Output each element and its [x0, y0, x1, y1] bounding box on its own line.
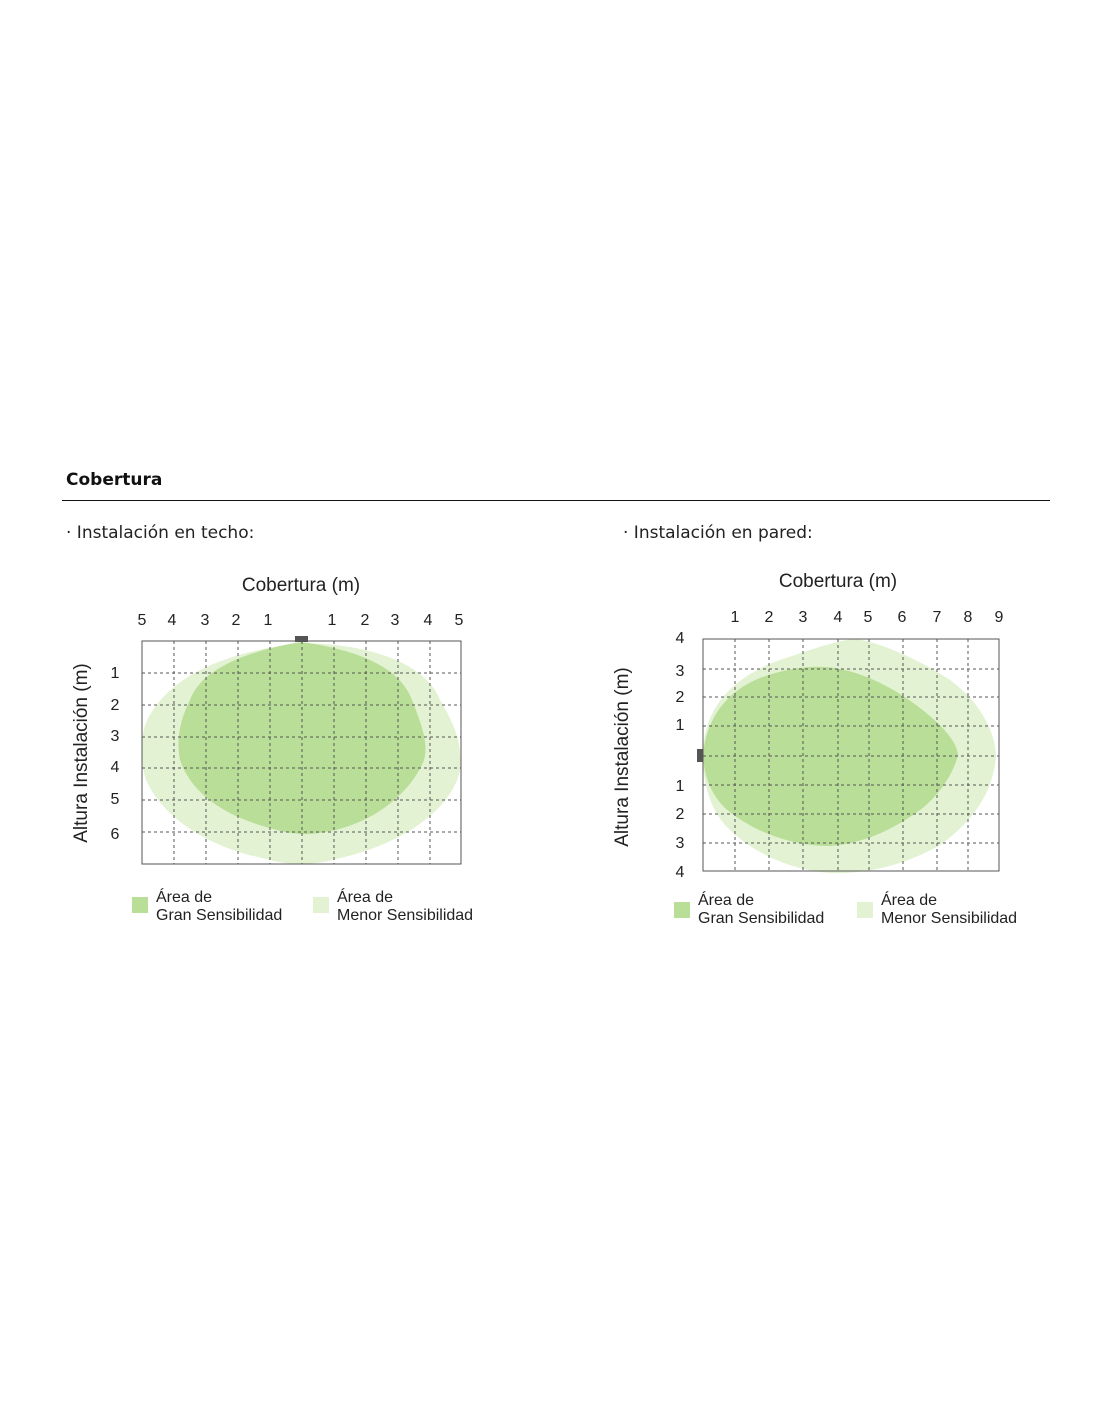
ceiling-legend-low-swatch	[313, 897, 329, 913]
ceiling-left-tick: 3	[111, 728, 120, 745]
ceiling-legend-high-line1: Área de	[156, 887, 212, 906]
wall-top-tick: 1	[731, 609, 740, 626]
ceiling-legend: Área de Gran Sensibilidad Área de Menor …	[132, 887, 473, 924]
wall-top-tick: 7	[933, 609, 942, 626]
ceiling-top-tick: 1	[264, 612, 273, 629]
wall-grid	[702, 638, 1000, 872]
wall-left-tick: 2	[676, 806, 685, 823]
ceiling-top-tick: 5	[455, 612, 464, 629]
wall-sensor-marker	[697, 749, 703, 762]
ceiling-legend-low-line2: Menor Sensibilidad	[337, 907, 473, 924]
wall-left-tick: 3	[676, 835, 685, 852]
wall-legend-low-line1: Área de	[881, 890, 937, 909]
ceiling-y-axis-label: Altura Instalación (m)	[71, 663, 92, 843]
ceiling-top-tick: 3	[391, 612, 400, 629]
ceiling-left-ticks: 1 2 3 4 5 6	[111, 665, 120, 843]
wall-top-tick: 6	[898, 609, 907, 626]
wall-left-tick: 1	[676, 778, 685, 795]
wall-top-ticks: 1 2 3 4 5 6 7 8 9	[731, 609, 1004, 626]
ceiling-top-tick: 5	[138, 612, 147, 629]
ceiling-legend-low-line1: Área de	[337, 887, 393, 906]
ceiling-left-tick: 5	[111, 791, 120, 808]
section-divider	[62, 500, 1050, 501]
ceiling-top-tick: 3	[201, 612, 210, 629]
wall-top-tick: 5	[864, 609, 873, 626]
wall-top-tick: 9	[995, 609, 1004, 626]
ceiling-top-tick: 2	[361, 612, 370, 629]
ceiling-left-tick: 4	[111, 759, 120, 776]
ceiling-sensor-marker	[295, 636, 308, 642]
ceiling-grid	[141, 640, 462, 865]
wall-diagram-title: Cobertura (m)	[779, 571, 897, 592]
wall-legend-low-swatch	[857, 902, 873, 918]
ceiling-top-ticks: 5 4 3 2 1 1 2 3 4 5	[138, 612, 464, 629]
wall-top-tick: 2	[765, 609, 774, 626]
wall-legend-high-swatch	[674, 902, 690, 918]
wall-left-tick: 4	[676, 630, 685, 647]
wall-top-tick: 4	[834, 609, 843, 626]
wall-left-tick: 2	[676, 689, 685, 706]
ceiling-top-tick: 4	[168, 612, 177, 629]
wall-left-tick: 1	[676, 717, 685, 734]
wall-legend-low-line2: Menor Sensibilidad	[881, 910, 1017, 927]
wall-legend: Área de Gran Sensibilidad Área de Menor …	[674, 890, 1017, 927]
wall-left-tick: 3	[676, 663, 685, 680]
wall-left-ticks: 4 3 2 1 1 2 3 4	[676, 630, 685, 881]
ceiling-diagram-title: Cobertura (m)	[242, 575, 360, 596]
ceiling-left-tick: 1	[111, 665, 120, 682]
ceiling-subtitle: · Instalación en techo:	[66, 523, 255, 543]
ceiling-top-tick: 4	[424, 612, 433, 629]
wall-top-tick: 8	[964, 609, 973, 626]
ceiling-left-tick: 6	[111, 826, 120, 843]
wall-legend-high-line2: Gran Sensibilidad	[698, 910, 824, 927]
ceiling-legend-high-line2: Gran Sensibilidad	[156, 907, 282, 924]
ceiling-top-tick: 1	[328, 612, 337, 629]
wall-y-axis-label: Altura Instalación (m)	[612, 667, 633, 847]
wall-top-tick: 3	[799, 609, 808, 626]
wall-subtitle: · Instalación en pared:	[623, 523, 813, 543]
ceiling-left-tick: 2	[111, 697, 120, 714]
ceiling-top-tick: 2	[232, 612, 241, 629]
wall-left-tick: 4	[676, 864, 685, 881]
section-title: Cobertura	[66, 470, 163, 490]
wall-legend-high-line1: Área de	[698, 890, 754, 909]
ceiling-legend-high-swatch	[132, 897, 148, 913]
